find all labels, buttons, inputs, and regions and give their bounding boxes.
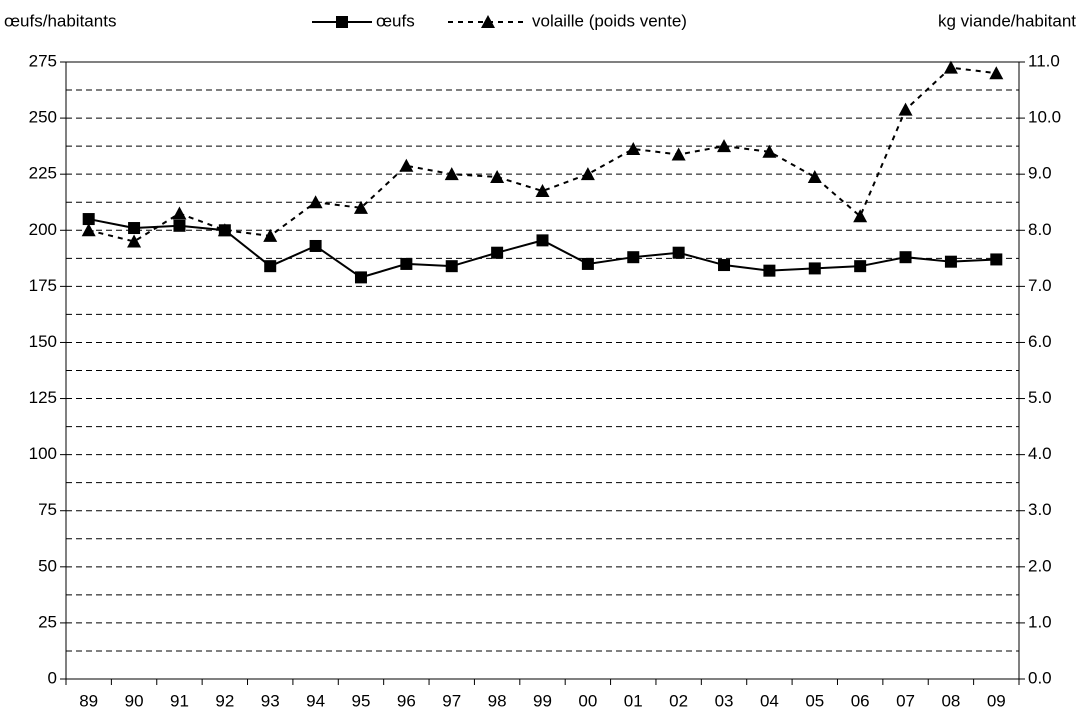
y-tick-label: 225: [29, 164, 57, 183]
plot-frame: [65, 61, 1020, 680]
x-tick-label: 05: [805, 691, 824, 710]
data-point: [263, 228, 278, 242]
x-tick-label: 99: [533, 691, 552, 710]
x-tick-label: 02: [669, 691, 688, 710]
legend-label: œufs: [376, 11, 415, 30]
data-point: [309, 239, 322, 252]
data-point: [580, 167, 595, 181]
data-point: [217, 223, 232, 237]
y-axis-title: œufs/habitants: [4, 11, 116, 30]
y2-tick-label: 7.0: [1028, 276, 1052, 295]
y-tick-label: 150: [29, 332, 57, 351]
data-point: [898, 102, 913, 116]
legend-label: volaille (poids vente): [532, 11, 687, 30]
data-point: [128, 222, 141, 235]
data-point: [943, 60, 958, 74]
data-point: [626, 141, 641, 155]
data-point: [762, 144, 777, 158]
data-point: [990, 253, 1003, 266]
legend-marker: [336, 16, 348, 28]
x-tick-label: 97: [442, 691, 461, 710]
data-point: [172, 206, 187, 220]
x-tick-label: 06: [851, 691, 870, 710]
data-point: [853, 209, 868, 223]
data-point: [82, 213, 95, 226]
y-tick-label: 200: [29, 220, 57, 239]
y2-axis-title: kg viande/habitant: [938, 11, 1076, 30]
data-point: [535, 184, 550, 198]
data-point: [808, 262, 821, 275]
data-point: [353, 200, 368, 214]
data-point: [717, 139, 732, 153]
data-point: [536, 234, 549, 247]
x-tick-label: 96: [397, 691, 416, 710]
data-point: [444, 167, 459, 181]
x-tick-label: 95: [352, 691, 371, 710]
y2-tick-label: 11.0: [1028, 51, 1060, 70]
y-tick-label: 25: [38, 612, 57, 631]
x-tick-label: 91: [170, 691, 189, 710]
x-tick-label: 09: [987, 691, 1006, 710]
data-point: [718, 259, 731, 272]
data-point: [264, 260, 277, 273]
legend-marker: [481, 15, 495, 28]
x-tick-label: 93: [261, 691, 280, 710]
data-point: [400, 257, 413, 270]
y-tick-label: 250: [29, 108, 57, 127]
x-tick-label: 01: [624, 691, 643, 710]
data-point: [671, 147, 686, 161]
y2-tick-label: 0.0: [1028, 668, 1052, 687]
data-point: [581, 257, 594, 270]
x-tick-label: 07: [896, 691, 915, 710]
y2-tick-label: 5.0: [1028, 388, 1052, 407]
y2-tick-label: 4.0: [1028, 444, 1052, 463]
data-point: [944, 255, 957, 268]
data-point: [627, 251, 640, 264]
y-tick-label: 50: [38, 556, 57, 575]
y-tick-label: 100: [29, 444, 57, 463]
y-tick-label: 75: [38, 500, 57, 519]
x-tick-label: 94: [306, 691, 325, 710]
data-point: [354, 271, 367, 284]
data-point: [672, 246, 685, 259]
data-point: [127, 234, 142, 248]
y2-tick-label: 2.0: [1028, 556, 1052, 575]
data-point: [491, 246, 504, 259]
data-point: [308, 195, 323, 209]
x-tick-label: 00: [578, 691, 597, 710]
data-point: [490, 169, 505, 183]
x-tick-label: 92: [215, 691, 234, 710]
data-point: [899, 251, 912, 264]
y-tick-label: 175: [29, 276, 57, 295]
y2-tick-label: 3.0: [1028, 500, 1052, 519]
x-tick-label: 90: [125, 691, 144, 710]
y-tick-label: 125: [29, 388, 57, 407]
x-tick-label: 08: [941, 691, 960, 710]
x-tick-label: 03: [715, 691, 734, 710]
y2-tick-label: 10.0: [1028, 108, 1061, 127]
x-tick-label: 89: [79, 691, 98, 710]
data-point: [807, 169, 822, 183]
series-line: [88, 66, 997, 243]
data-point: [399, 158, 414, 172]
y2-tick-label: 1.0: [1028, 612, 1052, 631]
x-tick-label: 04: [760, 691, 779, 710]
data-point: [989, 66, 1004, 80]
data-point: [173, 219, 186, 232]
y2-tick-label: 6.0: [1028, 332, 1052, 351]
data-point: [854, 260, 867, 273]
y-tick-label: 275: [29, 51, 57, 70]
x-tick-label: 98: [488, 691, 507, 710]
data-point: [81, 223, 96, 237]
y2-tick-label: 9.0: [1028, 164, 1052, 183]
data-point: [445, 260, 458, 273]
y-tick-label: 0: [48, 668, 57, 687]
y2-tick-label: 8.0: [1028, 220, 1052, 239]
data-point: [763, 264, 776, 277]
